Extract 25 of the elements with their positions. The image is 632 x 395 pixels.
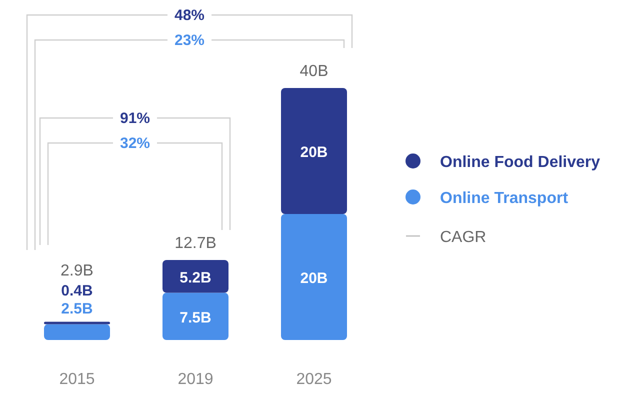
data-label: 2.5B (61, 300, 94, 318)
data-label: 20B (300, 144, 328, 161)
x-tick-label: 2019 (178, 371, 214, 388)
total-label: 12.7B (174, 234, 216, 252)
data-label: 0.4B (61, 282, 94, 300)
data-label: 7.5B (180, 309, 212, 326)
annotation: 91% (120, 110, 150, 127)
x-tick-label: 2015 (59, 371, 95, 388)
text: 48% (174, 7, 205, 24)
bar (162, 292, 228, 340)
text: 23% (174, 32, 205, 49)
bar (281, 214, 347, 340)
legend-label: Online Food Delivery (440, 154, 600, 171)
total-label: 40B (300, 63, 328, 80)
text: CAGR (440, 229, 486, 246)
annotation: 32% (120, 135, 150, 152)
bar (44, 324, 110, 340)
bar (281, 88, 347, 214)
bar (44, 322, 110, 324)
data-label: 5.2B (180, 269, 212, 286)
legend-label: Online Transport (440, 190, 569, 207)
data-label: 20B (300, 270, 328, 287)
bar (162, 260, 228, 293)
total-label: 2.9B (60, 262, 94, 280)
x-tick-label: 2025 (296, 371, 332, 388)
